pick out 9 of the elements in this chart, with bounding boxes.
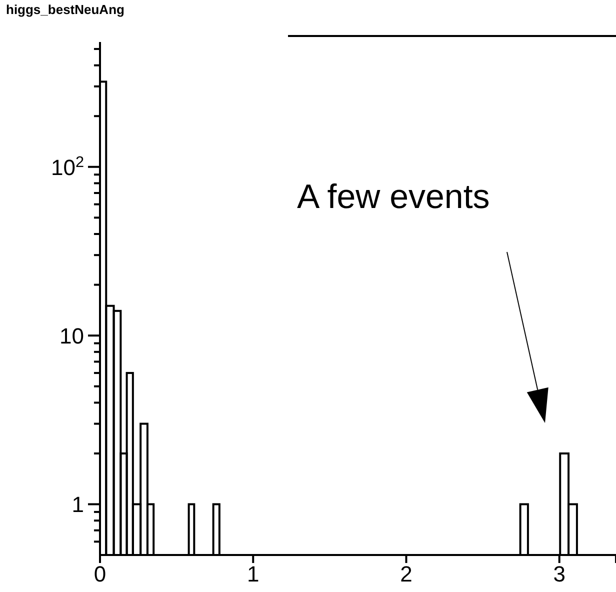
y-tick-label: 10$^{2}$	[50, 153, 84, 180]
x-tick-label: 0	[94, 562, 106, 587]
x-tick-label: 3	[553, 562, 566, 587]
annotation: A few events	[297, 178, 490, 216]
x-tick-label: 2	[400, 562, 412, 587]
chart-title: higgs_bestNeuAng	[6, 2, 125, 17]
x-tick-label: 1	[246, 562, 260, 587]
y-tick-label: 1	[72, 492, 84, 518]
y-tick-label: 10	[60, 323, 84, 348]
